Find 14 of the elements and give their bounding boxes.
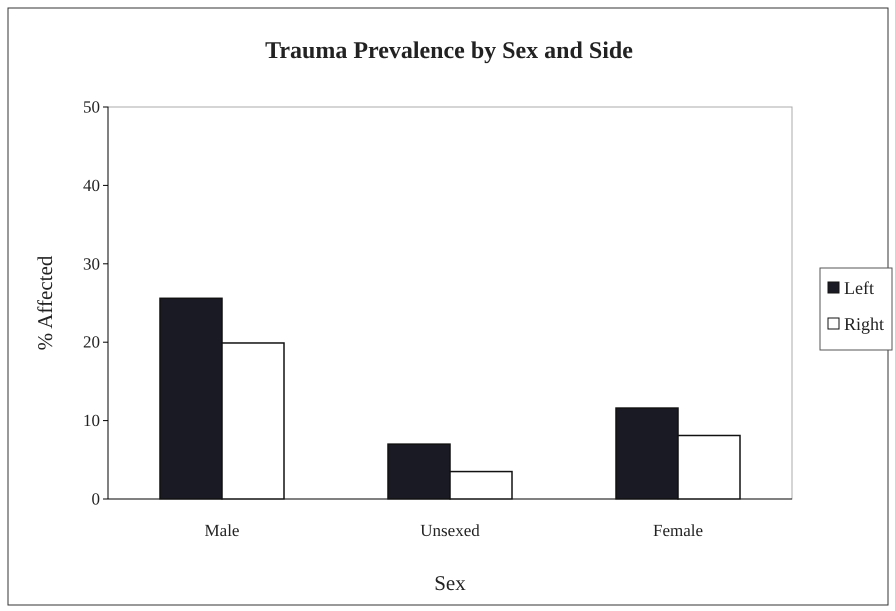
y-tick-label: 30 bbox=[83, 254, 100, 274]
y-tick-label: 20 bbox=[83, 332, 100, 352]
legend-label: Right bbox=[844, 314, 884, 334]
x-tick-label: Male bbox=[204, 521, 240, 540]
x-tick-label: Unsexed bbox=[420, 521, 480, 540]
y-axis-title: % Affected bbox=[33, 255, 57, 350]
legend-label: Left bbox=[844, 278, 874, 298]
y-tick-label: 0 bbox=[92, 489, 100, 508]
y-tick-label: 40 bbox=[83, 176, 100, 195]
x-axis-title: Sex bbox=[434, 571, 466, 595]
x-tick-label: Female bbox=[652, 521, 704, 540]
y-tick-label: 10 bbox=[83, 411, 100, 430]
chart-title: Trauma Prevalence by Sex and Side bbox=[265, 38, 634, 64]
y-tick-label: 50 bbox=[83, 97, 100, 116]
